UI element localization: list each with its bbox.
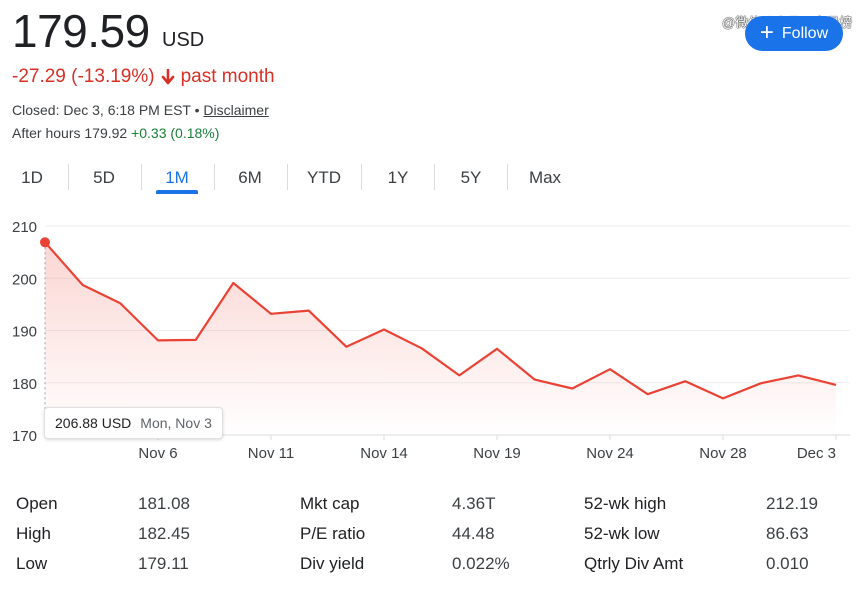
data-point[interactable] (532, 377, 538, 383)
data-point[interactable] (607, 366, 613, 372)
data-point[interactable] (682, 378, 688, 384)
stat-label: Mkt cap (300, 494, 360, 513)
data-point[interactable] (381, 326, 387, 332)
tooltip-date: Mon, Nov 3 (140, 415, 212, 431)
data-point[interactable] (419, 345, 425, 351)
tab-1d[interactable]: 1D (21, 168, 43, 187)
x-tick-label: Nov 28 (699, 445, 747, 462)
tab-ytd[interactable]: YTD (307, 168, 341, 187)
price-change: -27.29 (-13.19%) past month (12, 66, 275, 88)
data-point[interactable] (268, 311, 274, 317)
stat-label: Qtrly Div Amt (584, 554, 684, 573)
change-period: past month (180, 66, 275, 87)
follow-button[interactable]: + Follow (745, 16, 843, 51)
disclaimer-link[interactable]: Disclaimer (203, 102, 269, 118)
data-point[interactable] (456, 372, 462, 378)
stat-value: 181.08 (138, 494, 190, 513)
price-area (45, 242, 836, 435)
data-point[interactable] (569, 385, 575, 391)
data-point[interactable] (758, 380, 764, 386)
tab-divider (434, 164, 435, 190)
stat-value: 44.48 (452, 524, 495, 543)
tab-max[interactable]: Max (528, 168, 562, 187)
x-tick-label: Dec 3 (797, 445, 836, 462)
price-chart[interactable]: 170 180 190 200 210 Nov 6 Nov 11 Nov 14 Nov 19 N… (0, 210, 866, 470)
after-hours-label: After hours 179.92 (12, 125, 128, 141)
data-point[interactable] (720, 395, 726, 401)
stat-value: 0.010 (766, 554, 809, 573)
stat-label: 52-wk high (584, 494, 667, 513)
stat-value: 4.36T (452, 494, 496, 513)
data-point[interactable] (193, 337, 199, 343)
x-tick-label: Nov 11 (248, 445, 294, 462)
active-tab-indicator (156, 190, 198, 194)
y-tick-label: 190 (12, 324, 37, 341)
data-point[interactable] (306, 308, 312, 314)
chart-tooltip: 206.88 USD Mon, Nov 3 (44, 407, 223, 439)
tooltip-value: 206.88 USD (55, 415, 132, 431)
stat-value: 212.19 (766, 494, 818, 513)
data-point[interactable] (80, 282, 86, 288)
x-tick-label: Nov 24 (586, 445, 634, 462)
change-value: -27.29 (-13.19%) (12, 66, 155, 87)
data-point[interactable] (795, 372, 801, 378)
arrow-down-icon (161, 69, 175, 85)
tab-5d[interactable]: 5D (93, 168, 115, 187)
data-point[interactable] (494, 346, 500, 352)
data-point[interactable] (645, 391, 651, 397)
y-tick-label: 170 (12, 428, 37, 445)
tab-6m[interactable]: 6M (238, 168, 262, 187)
after-hours-change: +0.33 (0.18%) (131, 125, 220, 141)
tab-divider (141, 164, 142, 190)
range-tabs: 1D 5D 1M 6M YTD 1Y 5Y Max (0, 160, 600, 198)
hover-point (40, 237, 50, 248)
stock-price: 179.59 (12, 5, 150, 57)
tab-divider (214, 164, 215, 190)
stat-label: Div yield (300, 554, 365, 573)
x-tick-label: Nov 6 (138, 445, 177, 462)
after-hours: After hours 179.92 +0.33 (0.18%) (12, 125, 219, 141)
plus-icon: + (759, 18, 774, 46)
data-point[interactable] (343, 344, 349, 350)
x-tick-label: Nov 19 (473, 445, 521, 462)
tab-5y[interactable]: 5Y (460, 168, 482, 187)
data-point[interactable] (230, 280, 236, 286)
data-point[interactable] (117, 300, 123, 306)
y-tick-label: 180 (12, 376, 37, 393)
stat-value: 182.45 (138, 524, 190, 543)
currency-label: USD (162, 29, 205, 51)
follow-label: Follow (781, 24, 829, 42)
price-line (44, 241, 837, 400)
stat-label: Open (16, 494, 58, 513)
stat-value: 179.11 (138, 554, 189, 573)
tab-1y[interactable]: 1Y (387, 168, 409, 187)
stat-label: High (16, 524, 51, 543)
y-tick-label: 200 (12, 271, 37, 288)
closed-text: Closed: Dec 3, 6:18 PM EST (12, 102, 191, 118)
x-tick-label: Nov 14 (360, 445, 408, 462)
tab-1m[interactable]: 1M (165, 168, 189, 187)
tab-divider (361, 164, 362, 190)
stat-label: P/E ratio (300, 524, 366, 543)
closed-status: Closed: Dec 3, 6:18 PM EST • Disclaimer (12, 102, 269, 118)
stat-label: 52-wk low (584, 524, 660, 543)
data-point[interactable] (833, 382, 839, 388)
stat-label: Low (16, 554, 48, 573)
data-point[interactable] (155, 337, 161, 343)
tab-divider (507, 164, 508, 190)
y-tick-label: 210 (12, 219, 37, 236)
stat-value: 86.63 (766, 524, 809, 543)
stat-value: 0.022% (452, 554, 510, 573)
tab-divider (68, 164, 69, 190)
tab-divider (287, 164, 288, 190)
